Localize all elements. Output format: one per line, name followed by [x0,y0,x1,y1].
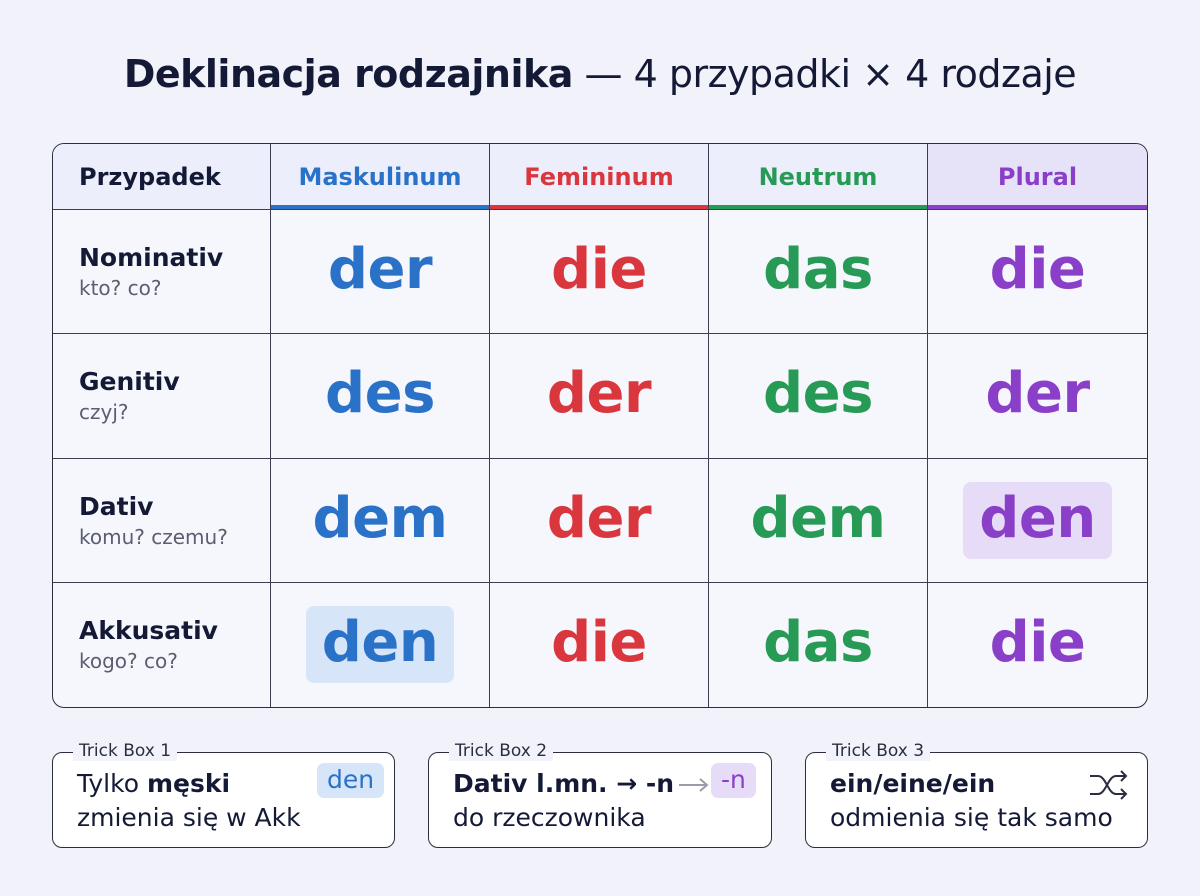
article-cell: der [490,334,709,459]
trick-bold: ein/eine/ein [830,769,996,798]
article: der [985,361,1090,427]
article-cell: den [928,459,1147,583]
trick-bold: Dativ l.mn. → -n [453,769,675,798]
article: des [763,361,873,427]
title-main: Deklinacja rodzajnika [123,52,574,96]
trick-badge: -n [711,763,756,798]
header-cell: Plural [928,144,1147,210]
article: dem [312,485,448,551]
trick-line: Tylko męski [77,769,230,798]
title: Deklinacja rodzajnika — 4 przypadki × 4 … [0,52,1200,96]
article: der [546,361,652,427]
trick-box: Trick Box 2 Dativ l.mn. → -n do rzeczown… [428,741,772,848]
header-cell: Przypadek [53,144,271,210]
trick-line: Dativ l.mn. → -n [453,769,674,798]
header-cell: Femininum [490,144,709,210]
case-name: Genitiv [79,367,180,397]
arrow-icon [679,778,709,792]
article: dem [750,485,886,551]
trick-line: ein/eine/ein [830,769,995,798]
article-cell: das [709,210,928,335]
case-name: Akkusativ [79,616,218,646]
article: das [763,610,873,676]
article-cell: der [271,210,490,335]
case-name: Dativ [79,491,154,521]
case-cell: Genitiv czyj? [53,334,271,459]
article-cell: die [490,210,709,335]
case-question: kogo? co? [79,649,178,674]
trick-box-label: Trick Box 2 [449,741,554,761]
article-highlighted: den [963,481,1112,559]
article: die [551,610,647,676]
title-rest: — 4 przypadki × 4 rodzaje [584,52,1077,96]
article: des [325,361,435,427]
article-cell: dem [709,458,928,583]
article-highlighted: den [305,606,455,684]
article: das [763,237,873,303]
case-question: czyj? [79,400,129,425]
trick-box-label: Trick Box 3 [826,741,931,761]
article-cell: die [928,583,1147,707]
article-cell: des [709,334,928,459]
case-question: komu? czemu? [79,524,228,549]
trick-box: Trick Box 1 Tylko męski zmienia się w Ak… [52,741,395,848]
trick-line: do rzeczownika [453,803,646,832]
declension-table: Przypadek Maskulinum Femininum Neutrum P… [52,143,1148,708]
article-cell: des [271,334,490,459]
case-cell: Nominativ kto? co? [53,210,271,335]
article: die [989,237,1086,303]
header-cell: Neutrum [709,144,928,210]
article: die [989,610,1086,676]
trick-line: odmienia się tak samo [830,803,1113,832]
trick-text: Tylko [77,769,139,798]
article-cell: die [928,210,1147,335]
case-cell: Dativ komu? czemu? [53,458,271,583]
trick-badge: den [317,763,385,798]
case-name: Nominativ [79,243,224,273]
article: der [546,485,652,551]
article: der [327,237,433,303]
trick-box-label: Trick Box 1 [73,741,178,761]
shuffle-icon [1090,770,1128,800]
article-cell: das [709,582,928,707]
article-cell: der [490,458,709,583]
trick-bold: męski [146,769,231,798]
trick-box: Trick Box 3 ein/eine/ein odmienia się ta… [805,741,1148,848]
trick-line: zmienia się w Akk [77,803,301,832]
article-cell: der [928,334,1147,459]
article-cell: den [271,582,490,707]
article-cell: dem [271,458,490,583]
header-cell: Maskulinum [271,144,490,210]
article-cell: die [490,582,709,707]
case-cell: Akkusativ kogo? co? [53,582,271,707]
case-question: kto? co? [79,276,162,301]
article: die [551,237,647,303]
